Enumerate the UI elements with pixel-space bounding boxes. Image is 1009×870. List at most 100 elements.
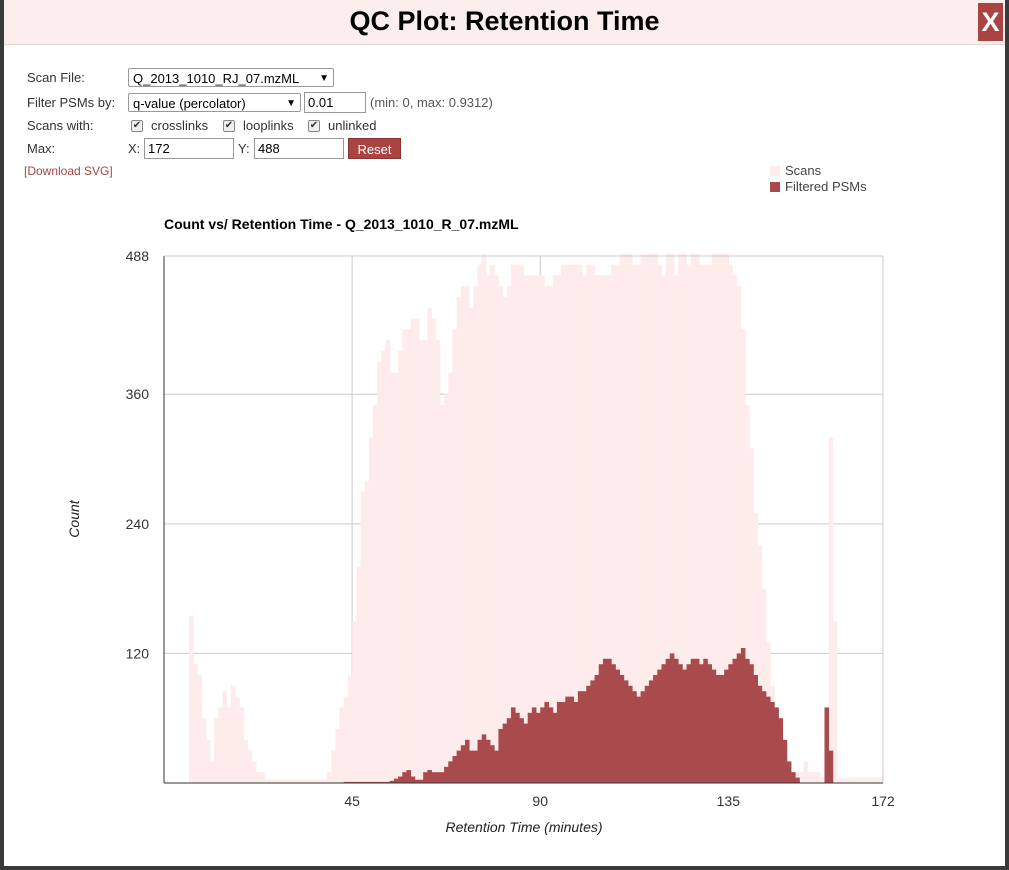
looplinks-checkbox[interactable]: ✔ [223, 120, 235, 132]
max-y-label: Y: [238, 141, 250, 156]
filtered-psms-bar [456, 750, 462, 783]
y-axis-label: Count [66, 499, 82, 537]
filtered-psms-bar [385, 781, 391, 783]
y-tick-label: 360 [126, 386, 150, 402]
looplinks-label: looplinks [243, 118, 294, 133]
scans-bar [373, 405, 378, 783]
scans-bar [230, 685, 236, 783]
scans-bar [235, 696, 240, 783]
filtered-psms-bar [694, 658, 700, 783]
scans-bar [694, 253, 700, 784]
scans-with-label: Scans with: [27, 118, 94, 133]
legend-swatch-filtered [770, 182, 780, 192]
filtered-psms-bar [632, 691, 637, 783]
scans-bar [464, 286, 470, 783]
scans-bar [285, 779, 290, 783]
scan-file-select[interactable]: Q_2013_1010_RJ_07.mzML ▼ [128, 68, 334, 87]
filter-psms-select[interactable]: q-value (percolator) ▼ [128, 93, 301, 112]
scans-bar [569, 264, 575, 783]
legend-label-filtered: Filtered PSMs [785, 179, 867, 194]
scans-bars [189, 253, 884, 784]
filtered-psms-bar [795, 777, 800, 783]
filtered-psms-bar [765, 696, 771, 783]
chevron-down-icon: ▼ [286, 98, 296, 109]
scans-bar [306, 779, 311, 783]
x-axis-label: Retention Time (minutes) [445, 819, 602, 835]
scans-bar [197, 675, 203, 783]
filtered-psms-bar [540, 707, 545, 783]
filtered-psms-bar [753, 675, 758, 783]
scans-bar [218, 707, 223, 783]
filtered-psms-bar [644, 685, 650, 783]
scans-bar [360, 491, 366, 783]
scans-bar [281, 779, 286, 783]
scans-bar [209, 761, 215, 783]
filtered-psms-bar [356, 781, 361, 783]
scans-bar [828, 437, 834, 783]
close-button[interactable]: X [978, 3, 1003, 41]
filtered-psms-bar [502, 723, 508, 783]
scans-bar [481, 253, 487, 784]
scans-bar [853, 777, 859, 783]
filtered-psms-bar [506, 718, 512, 783]
scans-bar [243, 739, 249, 783]
scans-bar [268, 779, 274, 783]
filtered-psms-bar [782, 739, 788, 783]
filtered-psms-bar [665, 658, 671, 783]
scan-file-label: Scan File: [27, 70, 85, 85]
scans-bar [866, 777, 871, 783]
scans-bar [523, 275, 529, 783]
scans-bar [628, 253, 633, 784]
max-y-input[interactable]: 488 [254, 138, 344, 159]
reset-button[interactable]: Reset [348, 138, 401, 159]
scan-file-value: Q_2013_1010_RJ_07.mzML [133, 71, 300, 86]
scans-bar [753, 513, 758, 783]
scans-bar [673, 275, 679, 783]
filtered-psms-bar [678, 664, 683, 783]
unlinked-checkbox[interactable]: ✔ [308, 120, 320, 132]
legend-label-scans: Scans [785, 163, 822, 178]
filter-threshold-input[interactable]: 0.01 [304, 92, 366, 113]
filtered-psms-bar [544, 702, 549, 783]
filtered-psms-bar [347, 781, 353, 783]
filtered-psms-bar [423, 772, 428, 783]
filtered-psms-bar [410, 776, 416, 783]
filtered-psms-bar [824, 707, 830, 783]
scans-bar [473, 286, 478, 783]
scans-bar [845, 777, 850, 783]
scans-bar [874, 777, 880, 783]
filtered-psms-bar [519, 718, 524, 783]
scans-bar [799, 772, 804, 783]
scans-bar [682, 253, 687, 784]
scans-bar [201, 718, 207, 783]
filtered-psms-bar [469, 750, 474, 783]
filtered-psms-bar [435, 772, 441, 783]
scans-bar [389, 372, 395, 783]
scans-bar [356, 567, 361, 783]
scans-bar [582, 275, 587, 783]
scans-bar [586, 264, 591, 783]
scans-bar [665, 253, 671, 784]
crosslinks-checkbox[interactable]: ✔ [131, 120, 143, 132]
filtered-psms-bar [460, 745, 466, 783]
filtered-psms-bar [381, 781, 386, 783]
scans-bar [427, 307, 432, 783]
scans-bar [247, 750, 253, 783]
scans-bar [803, 761, 809, 783]
scans-bar [335, 729, 340, 783]
scans-bar [519, 264, 524, 783]
scans-bar [623, 253, 629, 784]
max-x-input[interactable]: 172 [144, 138, 234, 159]
scans-bar [393, 372, 399, 783]
filtered-psms-bar [477, 739, 483, 783]
scans-bar [715, 253, 721, 784]
filtered-psms-bar [448, 761, 453, 783]
scans-bar [615, 264, 621, 783]
filtered-psms-bar [473, 750, 478, 783]
scans-bar [205, 739, 211, 783]
download-svg-link[interactable]: [Download SVG] [24, 164, 113, 178]
scans-bar [435, 340, 441, 783]
x-tick-label: 172 [871, 793, 895, 809]
scans-bar [707, 264, 713, 783]
filtered-psms-bar [586, 685, 591, 783]
